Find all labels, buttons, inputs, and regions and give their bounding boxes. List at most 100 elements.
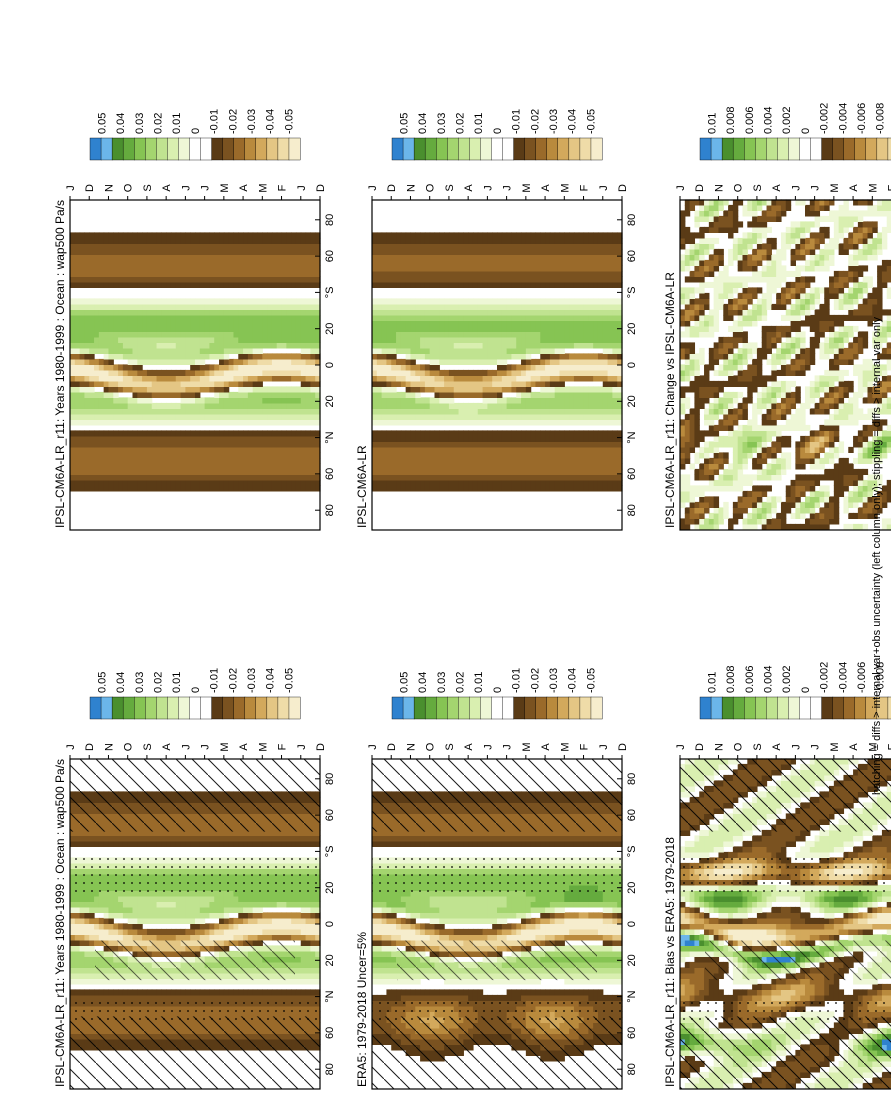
heatmap-cell xyxy=(295,989,302,996)
heatmap-cell xyxy=(195,989,201,996)
colorbar-swatch xyxy=(111,696,124,720)
heatmap-cell xyxy=(108,276,114,283)
heatmap-cell xyxy=(175,463,182,470)
heatmap-cell xyxy=(170,989,177,996)
heatmap-cell xyxy=(276,917,283,924)
heatmap-cell xyxy=(170,928,177,935)
heatmap-cell xyxy=(89,835,95,842)
heatmap-cell xyxy=(70,386,76,393)
heatmap-cell xyxy=(271,928,278,935)
heatmap-cell xyxy=(219,369,225,376)
heatmap-cell xyxy=(214,840,220,847)
heatmap-cell xyxy=(175,347,182,354)
heatmap-cell xyxy=(89,391,95,398)
heatmap-cell xyxy=(127,485,134,492)
heatmap-cell xyxy=(209,248,215,255)
heatmap-cell xyxy=(74,452,81,459)
heatmap-cell xyxy=(156,446,162,453)
heatmap-cell xyxy=(103,237,110,244)
heatmap-cell xyxy=(243,243,249,250)
heatmap-cell xyxy=(286,298,292,305)
heatmap-cell xyxy=(98,435,105,442)
heatmap-cell xyxy=(137,281,143,288)
heatmap-cell xyxy=(267,259,273,266)
heatmap-cell xyxy=(214,259,220,266)
heatmap-cell xyxy=(175,485,182,492)
heatmap-cell xyxy=(84,961,90,968)
heatmap-cell xyxy=(70,353,76,360)
heatmap-cell xyxy=(79,325,86,332)
heatmap-cell xyxy=(262,989,268,996)
heatmap-cell xyxy=(70,928,76,935)
heatmap-cell xyxy=(132,237,138,244)
heatmap-cell xyxy=(122,446,129,453)
heatmap-cell xyxy=(310,336,316,343)
heatmap-cell xyxy=(204,413,211,420)
heatmap-cell xyxy=(209,840,215,847)
heatmap-cell xyxy=(238,270,244,277)
heatmap-cell xyxy=(170,254,177,261)
heatmap-cell xyxy=(118,237,124,244)
heatmap-cell xyxy=(161,901,167,908)
heatmap-cell xyxy=(151,248,158,255)
heatmap-cell xyxy=(300,259,307,266)
heatmap-cell xyxy=(219,397,225,404)
heatmap-cell xyxy=(103,353,110,360)
heatmap-cell xyxy=(219,386,225,393)
heatmap-cell xyxy=(180,452,186,459)
heatmap-cell xyxy=(185,928,191,935)
heatmap-cell xyxy=(286,265,292,272)
heatmap-cell xyxy=(108,901,114,908)
heatmap-cell xyxy=(74,375,81,382)
heatmap-cell xyxy=(103,281,110,288)
heatmap-cell xyxy=(209,232,215,239)
heatmap-cell xyxy=(161,380,167,387)
heatmap-cell xyxy=(295,364,302,371)
heatmap-cell xyxy=(98,265,105,272)
heatmap-cell xyxy=(295,468,302,475)
heatmap-cell xyxy=(118,485,124,492)
heatmap-cell xyxy=(233,276,239,283)
heatmap-cell xyxy=(108,243,114,250)
heatmap-cell xyxy=(228,468,235,475)
heatmap-cell xyxy=(209,413,215,420)
heatmap-cell xyxy=(118,276,124,283)
heatmap-cell xyxy=(170,320,177,327)
heatmap-cell xyxy=(281,254,287,261)
heatmap-cell xyxy=(74,303,81,310)
heatmap-cell xyxy=(166,413,172,420)
heatmap-cell xyxy=(199,934,206,941)
heatmap-cell xyxy=(199,281,206,288)
heatmap-cell xyxy=(271,232,278,239)
heatmap-cell xyxy=(310,408,316,415)
heatmap-cell xyxy=(79,419,86,426)
heatmap-cell xyxy=(113,254,119,261)
heatmap-cell xyxy=(209,314,215,321)
heatmap-cell xyxy=(190,243,196,250)
heatmap-cell xyxy=(113,380,119,387)
heatmap-cell xyxy=(70,452,76,459)
heatmap-cell xyxy=(223,347,230,354)
heatmap-cell xyxy=(185,906,191,913)
heatmap-cell xyxy=(79,375,86,382)
heatmap-cell xyxy=(247,303,254,310)
heatmap-cell xyxy=(238,402,244,409)
heatmap-cell xyxy=(219,281,225,288)
heatmap-cell xyxy=(156,358,162,365)
heatmap-cell xyxy=(142,452,148,459)
heatmap-cell xyxy=(113,479,119,486)
month-tick-label: S xyxy=(142,743,154,750)
heatmap-cell xyxy=(142,358,148,365)
heatmap-cell xyxy=(113,281,119,288)
heatmap-cell xyxy=(118,441,124,448)
heatmap-cell xyxy=(243,435,249,442)
heatmap-cell xyxy=(305,967,311,974)
heatmap-cell xyxy=(190,912,196,919)
heatmap-cell xyxy=(156,912,162,919)
heatmap-cell xyxy=(89,463,95,470)
heatmap-cell xyxy=(286,917,292,924)
heatmap-cell xyxy=(262,397,268,404)
heatmap-cell xyxy=(233,391,239,398)
heatmap-cell xyxy=(166,358,172,365)
heatmap-cell xyxy=(238,413,244,420)
